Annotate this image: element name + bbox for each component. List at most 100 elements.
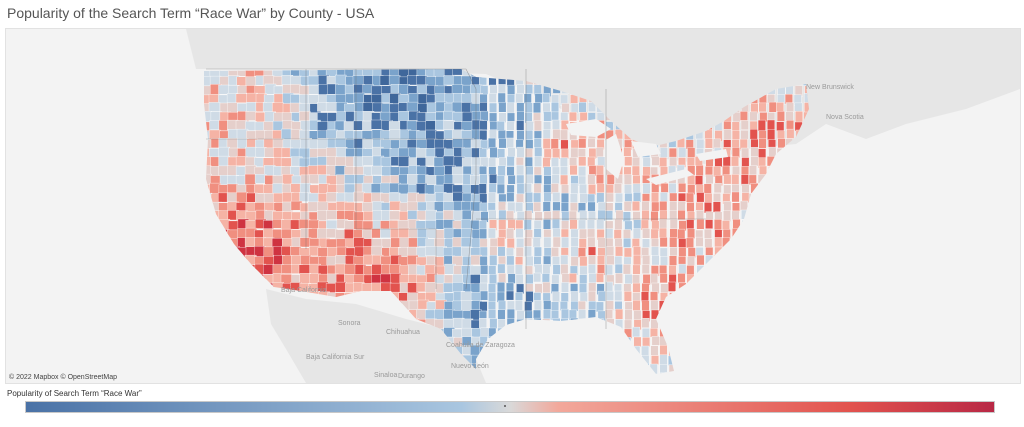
county-cell[interactable]	[605, 228, 614, 239]
county-cell[interactable]	[650, 211, 659, 222]
county-cell[interactable]	[245, 76, 258, 87]
county-cell[interactable]	[749, 165, 757, 176]
county-cell[interactable]	[660, 283, 669, 294]
county-cell[interactable]	[551, 174, 560, 185]
county-cell[interactable]	[551, 274, 560, 285]
county-cell[interactable]	[534, 93, 543, 104]
county-cell[interactable]	[579, 283, 587, 294]
county-cell[interactable]	[425, 246, 437, 256]
county-cell[interactable]	[317, 201, 329, 212]
county-cell[interactable]	[370, 119, 383, 130]
county-cell[interactable]	[579, 228, 587, 240]
county-cell[interactable]	[488, 183, 497, 194]
county-cell[interactable]	[498, 219, 507, 231]
county-cell[interactable]	[326, 147, 338, 158]
county-cell[interactable]	[559, 157, 568, 169]
county-cell[interactable]	[344, 174, 356, 184]
county-cell[interactable]	[570, 103, 579, 114]
county-cell[interactable]	[606, 290, 614, 301]
county-cell[interactable]	[731, 174, 740, 186]
county-cell[interactable]	[245, 111, 257, 121]
county-cell[interactable]	[506, 264, 515, 275]
county-cell[interactable]	[506, 192, 515, 202]
county-cell[interactable]	[489, 246, 498, 257]
county-cell[interactable]	[623, 291, 632, 302]
county-cell[interactable]	[498, 300, 506, 311]
county-cell[interactable]	[489, 274, 497, 286]
county-cell[interactable]	[631, 165, 640, 176]
county-cell[interactable]	[597, 290, 606, 302]
county-cell[interactable]	[479, 166, 487, 176]
county-cell[interactable]	[380, 228, 392, 239]
county-cell[interactable]	[551, 157, 559, 168]
county-cell[interactable]	[704, 228, 712, 239]
county-cell[interactable]	[506, 137, 514, 149]
county-cell[interactable]	[506, 121, 515, 131]
county-cell[interactable]	[407, 201, 419, 212]
county-cell[interactable]	[624, 309, 633, 321]
county-cell[interactable]	[325, 102, 338, 112]
county-cell[interactable]	[506, 210, 514, 221]
county-cell[interactable]	[497, 263, 506, 274]
county-cell[interactable]	[569, 219, 578, 230]
county-cell[interactable]	[623, 201, 632, 212]
county-cell[interactable]	[479, 102, 488, 113]
county-cell[interactable]	[218, 146, 230, 157]
county-cell[interactable]	[308, 84, 321, 95]
county-cell[interactable]	[614, 238, 623, 248]
county-cell[interactable]	[506, 228, 515, 239]
county-cell[interactable]	[552, 236, 561, 248]
county-cell[interactable]	[615, 210, 624, 221]
county-cell[interactable]	[525, 174, 534, 185]
county-cell[interactable]	[795, 111, 803, 123]
county-cell[interactable]	[605, 309, 613, 320]
county-cell[interactable]	[659, 147, 668, 158]
county-cell[interactable]	[516, 120, 525, 131]
county-cell[interactable]	[678, 247, 687, 257]
county-cell[interactable]	[443, 210, 455, 220]
county-cell[interactable]	[525, 84, 533, 94]
county-cell[interactable]	[561, 282, 569, 293]
county-cell[interactable]	[227, 102, 239, 114]
county-cell[interactable]	[560, 174, 569, 185]
county-cell[interactable]	[651, 201, 660, 212]
county-cell[interactable]	[488, 192, 496, 204]
county-cell[interactable]	[579, 193, 588, 204]
county-cell[interactable]	[579, 256, 588, 268]
county-cell[interactable]	[398, 111, 410, 122]
county-cell[interactable]	[650, 228, 659, 240]
county-cell[interactable]	[516, 130, 525, 141]
county-cell[interactable]	[624, 319, 633, 330]
county-cell[interactable]	[516, 84, 525, 95]
county-cell[interactable]	[516, 211, 525, 222]
county-cell[interactable]	[696, 219, 705, 230]
county-cell[interactable]	[497, 309, 506, 321]
county-cell[interactable]	[740, 200, 748, 211]
county-cell[interactable]	[550, 138, 559, 150]
county-cell[interactable]	[452, 274, 464, 284]
county-cell[interactable]	[596, 174, 604, 185]
county-cell[interactable]	[479, 318, 487, 330]
county-cell[interactable]	[704, 138, 713, 149]
county-cell[interactable]	[624, 220, 633, 231]
county-cell[interactable]	[750, 156, 759, 167]
county-cell[interactable]	[605, 300, 614, 311]
county-cell[interactable]	[425, 175, 437, 185]
county-cell[interactable]	[605, 264, 613, 276]
county-cell[interactable]	[623, 174, 632, 186]
county-cell[interactable]	[714, 219, 722, 231]
county-cell[interactable]	[299, 237, 312, 248]
county-cell[interactable]	[622, 211, 631, 222]
county-cell[interactable]	[461, 300, 473, 312]
county-cell[interactable]	[542, 281, 551, 294]
county-cell[interactable]	[631, 238, 640, 248]
county-cell[interactable]	[560, 139, 569, 150]
county-cell[interactable]	[488, 283, 496, 294]
county-cell[interactable]	[696, 192, 705, 203]
county-cell[interactable]	[515, 228, 524, 238]
county-cell[interactable]	[650, 328, 658, 338]
county-cell[interactable]	[741, 166, 749, 177]
county-cell[interactable]	[506, 238, 515, 250]
county-cell[interactable]	[497, 246, 506, 257]
county-cell[interactable]	[633, 254, 641, 266]
